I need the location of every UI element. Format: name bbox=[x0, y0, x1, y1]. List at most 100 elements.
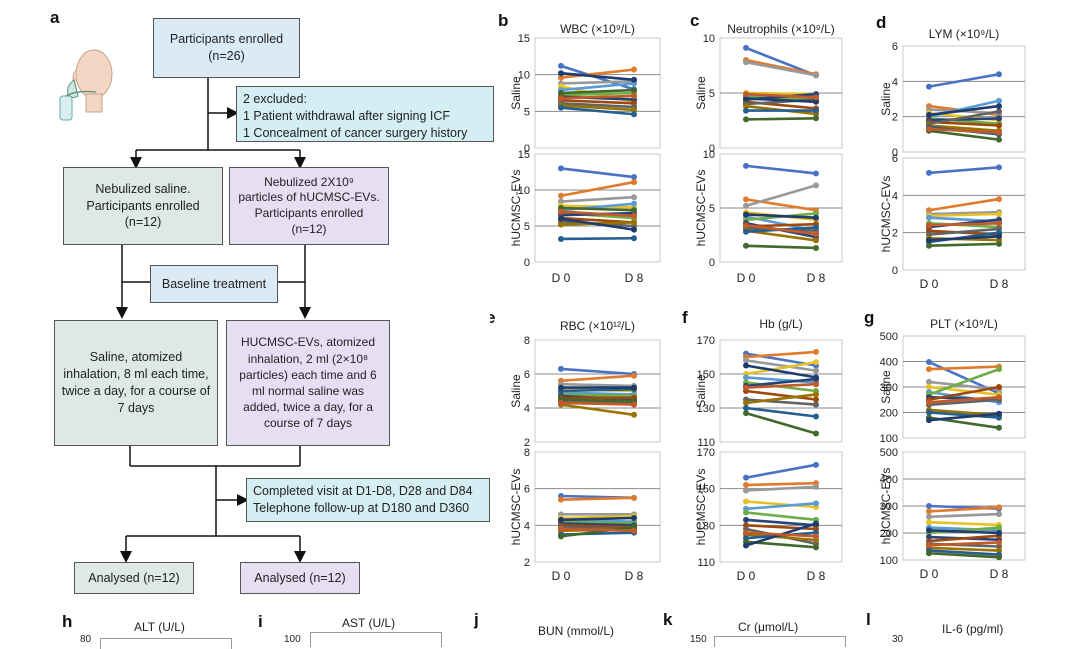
chart-title-g: PLT (×10⁹/L) bbox=[930, 317, 998, 331]
data-point bbox=[558, 104, 564, 111]
series-line bbox=[559, 524, 636, 529]
series-line bbox=[927, 512, 1001, 519]
y-tick-label: 4 bbox=[524, 520, 530, 532]
series-line bbox=[559, 101, 636, 109]
series-line bbox=[927, 506, 1001, 513]
series-line bbox=[559, 195, 636, 203]
data-point bbox=[926, 417, 932, 424]
series-line bbox=[927, 551, 1001, 559]
series-line bbox=[559, 496, 636, 501]
x-tick-label: D 8 bbox=[625, 569, 644, 583]
followup-line2: Telephone follow-up at D180 and D360 bbox=[253, 500, 470, 515]
y-tick-label: 170 bbox=[697, 335, 715, 347]
data-point bbox=[631, 384, 637, 391]
data-point bbox=[558, 526, 564, 532]
plot-frame-e-saline bbox=[534, 339, 661, 443]
plot-frame-f-ev bbox=[719, 451, 843, 563]
enrolled-line1: Participants enrolled bbox=[169, 32, 284, 47]
series-line bbox=[744, 533, 818, 542]
data-point bbox=[813, 391, 819, 398]
series-line bbox=[927, 222, 1001, 227]
series-line bbox=[559, 401, 636, 406]
y-tick-label: 0 bbox=[892, 265, 898, 277]
data-point bbox=[996, 410, 1002, 417]
series-line bbox=[744, 411, 818, 435]
y-tick-label: 300 bbox=[880, 382, 898, 394]
data-point bbox=[926, 513, 932, 520]
data-point bbox=[926, 237, 932, 244]
row-label-saline: Saline bbox=[509, 76, 523, 110]
data-point bbox=[743, 44, 749, 51]
y-tick-label: 2 bbox=[892, 112, 898, 124]
series-line bbox=[744, 500, 818, 509]
saline-group-line1: Nebulized saline. bbox=[95, 181, 191, 196]
data-point bbox=[813, 520, 819, 527]
data-point bbox=[926, 126, 932, 133]
panel-l-title: IL-6 (pg/ml) bbox=[942, 622, 1004, 636]
row-label-ev: hUCMSC-EVs bbox=[879, 176, 893, 253]
panel-j-title: BUN (mmol/L) bbox=[538, 624, 615, 638]
y-tick-label: 10 bbox=[703, 149, 715, 161]
plot-frame-e-ev bbox=[534, 451, 661, 563]
ev-group-line1: Nebulized 2X10⁹ bbox=[264, 174, 354, 189]
series-line bbox=[744, 511, 818, 522]
series-line bbox=[927, 235, 1001, 242]
x-tick-label: D 8 bbox=[807, 569, 826, 583]
y-tick-label: 10 bbox=[703, 33, 715, 45]
series-line bbox=[559, 236, 636, 241]
data-point bbox=[996, 554, 1002, 561]
charts-area: b WBC (×10⁹/L) 0 5 10 15 Saline 0 5 10 15 hUCMSC-EV… bbox=[490, 11, 1026, 583]
data-point bbox=[813, 348, 819, 355]
chart-title-c: Neutrophils (×10⁹/L) bbox=[727, 22, 835, 36]
data-point bbox=[558, 221, 564, 228]
series-line bbox=[744, 223, 818, 236]
panel-letter-b: b bbox=[498, 11, 508, 30]
data-point bbox=[926, 169, 932, 176]
data-point bbox=[743, 498, 749, 505]
data-point bbox=[743, 242, 749, 249]
data-point bbox=[813, 72, 819, 79]
y-tick-label: 4 bbox=[892, 76, 898, 88]
data-point bbox=[996, 108, 1002, 115]
y-tick-label: 15 bbox=[518, 33, 530, 45]
data-point bbox=[996, 71, 1002, 78]
y-tick-label: 8 bbox=[524, 335, 530, 347]
data-point bbox=[743, 357, 749, 364]
series-line bbox=[744, 502, 818, 511]
data-point bbox=[813, 500, 819, 507]
data-point bbox=[926, 542, 932, 549]
series-line bbox=[559, 374, 636, 383]
plot-frame-d-saline bbox=[902, 45, 1026, 153]
data-point bbox=[743, 107, 749, 114]
data-point bbox=[558, 192, 564, 199]
panel-i-tick: 100 bbox=[284, 634, 301, 645]
data-point bbox=[743, 542, 749, 549]
series-line bbox=[927, 166, 1001, 175]
data-point bbox=[813, 483, 819, 490]
data-point bbox=[996, 122, 1002, 129]
analysed-ev-box: Analysed (n=12) bbox=[240, 562, 360, 594]
data-point bbox=[631, 76, 637, 83]
y-tick-label: 2 bbox=[524, 437, 530, 449]
data-point bbox=[813, 381, 819, 388]
data-point bbox=[926, 214, 932, 221]
plot-frame-d-ev bbox=[902, 157, 1026, 271]
data-point bbox=[558, 215, 564, 222]
data-point bbox=[743, 399, 749, 406]
series-line bbox=[927, 110, 1001, 126]
series-line bbox=[744, 359, 818, 372]
series-line bbox=[744, 360, 818, 376]
data-point bbox=[558, 496, 564, 503]
data-point bbox=[926, 242, 932, 249]
x-tick-label: D 8 bbox=[807, 271, 826, 285]
data-point bbox=[813, 214, 819, 221]
data-point bbox=[813, 210, 819, 217]
series-line bbox=[559, 99, 636, 105]
data-point bbox=[743, 384, 749, 391]
series-line bbox=[559, 106, 636, 116]
data-point bbox=[926, 378, 932, 385]
data-point bbox=[813, 98, 819, 105]
y-tick-label: 6 bbox=[524, 484, 530, 496]
y-tick-label: 4 bbox=[524, 403, 530, 415]
data-point bbox=[743, 196, 749, 203]
